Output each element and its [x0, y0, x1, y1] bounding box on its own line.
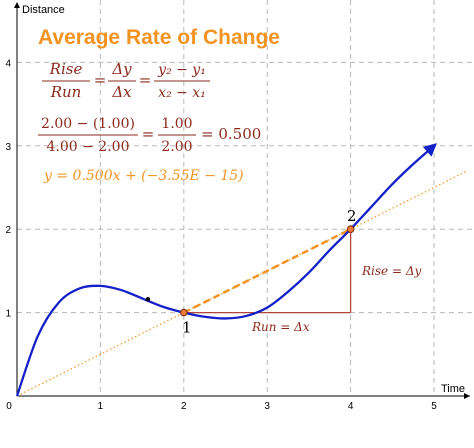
point-1-label: 1	[182, 319, 192, 337]
formula-y-difference: y₂ − y₁	[157, 62, 206, 78]
grid-lines	[17, 0, 474, 396]
formula-delta-y: Δy	[111, 60, 132, 78]
x-axis-arrow	[464, 393, 470, 399]
point-1-marker	[180, 308, 188, 317]
numeric-result: = 0.500	[201, 125, 261, 143]
point-markers: 12	[145, 207, 357, 337]
secant-line-equation: y = 0.500x + (−3.55E − 15)	[43, 168, 244, 184]
point-2-label: 2	[347, 207, 357, 225]
y-axis-arrow	[14, 2, 20, 8]
formula-numeric: 2.00 − (1.00) 4.00 − 2.00 = 1.00 2.00 = …	[38, 116, 261, 155]
axes	[14, 2, 470, 399]
secant-line-full	[16, 170, 468, 397]
x-tick-label-2: 2	[181, 401, 187, 412]
y-tick-label-2: 2	[5, 225, 11, 236]
rise-label: Rise = Δy	[361, 264, 421, 278]
chart-title: Average Rate of Change	[38, 26, 280, 49]
formula-equals-1: =	[94, 71, 107, 89]
x-tick-label-4: 4	[348, 401, 354, 412]
reduced-numerator: 1.00	[161, 116, 192, 132]
formula-rise: Rise	[49, 60, 83, 78]
point-2-marker	[346, 225, 355, 233]
x-tick-label-5: 5	[431, 401, 437, 412]
numeric-denominator: 4.00 − 2.00	[47, 139, 130, 155]
secant-segment	[183, 228, 352, 314]
distance-curve	[15, 144, 435, 397]
formula-x-difference: x₂ − x₁	[158, 85, 206, 101]
x-tick-label-1: 1	[98, 401, 104, 412]
run-label: Run = Δx	[251, 320, 310, 334]
y-tick-label-1: 1	[5, 309, 11, 320]
curve-marker-point	[145, 297, 151, 302]
reduced-denominator: 2.00	[161, 139, 192, 155]
y-axis-label: Distance	[22, 4, 65, 16]
numeric-equals: =	[142, 125, 155, 143]
x-tick-label-0: 0	[6, 401, 12, 412]
numeric-numerator: 2.00 − (1.00)	[41, 116, 135, 132]
y-tick-label-4: 4	[5, 58, 11, 69]
x-tick-label-3: 3	[264, 401, 270, 412]
formula-delta-x: Δx	[111, 83, 132, 101]
x-axis-label: Time	[441, 383, 465, 395]
curve-arrowhead	[422, 143, 438, 157]
formula-run: Run	[50, 83, 82, 101]
formula-definition: Rise Run = Δy Δx = y₂ − y₁ x₂ − x₁	[42, 60, 210, 101]
formula-equals-2: =	[139, 71, 152, 89]
plot-series	[15, 143, 468, 397]
y-tick-label-3: 3	[5, 142, 11, 153]
